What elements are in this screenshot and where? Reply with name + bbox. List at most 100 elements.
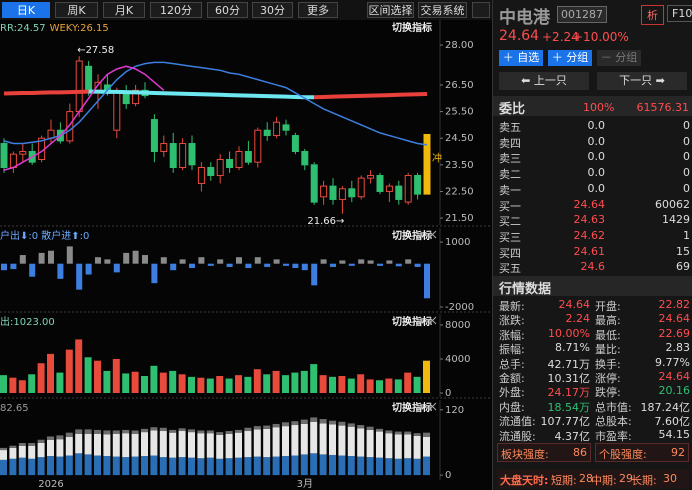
volume-bar [28,374,36,394]
candle-body [263,129,271,137]
stack-segment [122,429,130,434]
f10-button[interactable]: F10 [667,5,692,22]
stack-segment [413,433,421,436]
stack-segment [94,429,101,434]
stack-segment [103,430,111,435]
candle-body [207,166,215,176]
stat-value: 42.71万 [547,357,591,371]
stack-segment [263,425,271,429]
volume-bar [319,375,327,394]
stack-segment [216,434,224,459]
action-button[interactable]: ＋ 自选 [499,50,543,66]
stat-label: 最低: [595,328,621,342]
action-button[interactable]: － 分组 [597,50,641,66]
candle-body [338,188,346,200]
book-label: 买一 [499,199,521,213]
switch-indicator: 切换指标 [392,21,432,34]
stack-segment [291,425,299,456]
market-bar [497,469,689,488]
tab[interactable]: 120分 [150,2,202,18]
stack-segment [272,427,280,457]
volume-bar [357,374,365,394]
stack-segment [394,434,402,459]
indicator-label: 户出⬇:0 散户进⬆:0 [0,229,89,242]
flow-bar [132,250,139,264]
indicator-label: 出:1023.00 [0,315,55,328]
candle-body [85,65,93,91]
candle-body [188,143,196,166]
stat-label: 内盘: [499,400,525,414]
candle-body [273,121,281,137]
flow-bar [292,263,299,269]
stack-segment [188,457,195,476]
x-tick-label: 2026 [38,479,63,490]
flow-bar [179,259,186,264]
ratio-value: 100% [583,101,615,114]
stack-segment [141,428,148,433]
tab[interactable]: 60分 [207,2,248,18]
volume-bar [9,377,17,394]
tab[interactable]: 周K [55,2,98,18]
flow-bar [189,263,195,269]
stack-segment [94,433,101,456]
stats-title: 行情数据 [499,282,552,297]
stack-segment [319,423,327,455]
analysis-button[interactable]: 析 [641,5,664,25]
nav-button[interactable]: 下一只 ➡ [597,72,687,90]
stack-segment [169,457,177,476]
flow-bar [217,259,224,264]
stack-segment [235,432,242,458]
flow-bar [85,263,92,275]
stack-segment [122,457,130,476]
tab[interactable]: 更多 [298,2,338,18]
moving-average [3,65,165,171]
tab[interactable]: 30分 [252,2,293,18]
sidebar-toggle[interactable] [472,2,490,18]
y-tick-label: 0 [445,388,451,399]
stack-segment [235,429,242,433]
moving-average [3,89,89,96]
moving-average [88,89,315,100]
stack-segment [178,428,186,432]
stack-segment [244,431,252,458]
expand-icon [415,405,423,413]
action-button[interactable]: ＋ 分组 [548,50,592,66]
stack-segment [150,430,158,456]
stack-segment [225,458,233,476]
stack-segment [253,456,261,476]
flow-bar [339,260,346,264]
tool-button[interactable]: 交易系统 [418,2,467,18]
tab[interactable]: 月K [103,2,145,18]
flow-bar [38,252,45,264]
candle-body [282,124,290,131]
stack-segment [9,445,17,448]
last-price: 24.64 [499,28,540,44]
stack-segment [131,430,139,434]
volume-bar [272,370,280,394]
close-icon [428,402,437,411]
y-tick-label: 25.50 [445,107,474,118]
stat-label: 最高: [595,314,621,328]
stack-segment [282,422,289,427]
candle-body [291,135,299,153]
flow-bar [311,263,318,286]
book-volume: 0 [683,134,690,148]
nav-button[interactable]: ⬅ 上一只 [499,72,589,90]
candle-body [226,159,234,168]
stat-label: 总股本: [595,415,632,429]
stack-segment [300,454,308,476]
stack-segment [423,456,430,476]
volume-bar [253,369,261,394]
stack-segment [159,431,167,458]
tab[interactable]: 日K [2,2,50,18]
stack-segment [141,432,148,457]
stack-segment [169,432,177,458]
stack-segment [347,456,355,476]
high-annotation: ←27.58 [77,45,114,56]
tool-button[interactable]: 区间选择 [367,2,414,18]
stat-value: 2.24 [565,312,591,326]
candle-body [329,185,337,200]
stat-label: 总市值: [595,400,632,414]
stack-segment [225,433,233,459]
